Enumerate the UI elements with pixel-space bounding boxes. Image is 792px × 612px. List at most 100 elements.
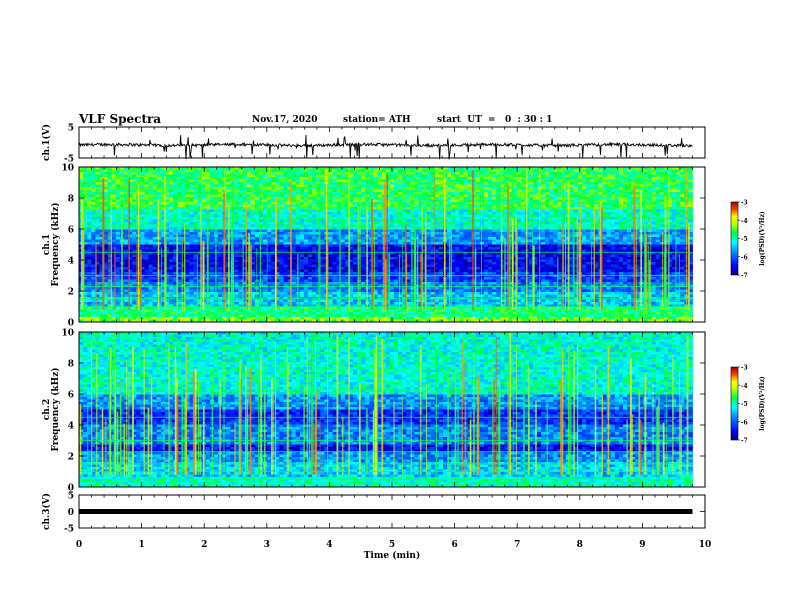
ch1-spectrogram-cell — [344, 214, 350, 218]
ch1-spectrogram-cell — [254, 194, 260, 198]
ch1-spectrogram-cell — [475, 237, 481, 240]
ch1-spectrogram-cell — [168, 247, 174, 250]
ch1-spectrogram-cell — [520, 184, 526, 188]
ch1-spectrogram-cell — [594, 239, 599, 243]
ch1-spectrogram-cell — [361, 174, 366, 178]
ch1-spectrogram-cell — [365, 184, 370, 188]
ch1-spectrogram-cell — [541, 189, 546, 193]
ch1-spectrogram-cell — [631, 244, 636, 248]
ch1-spectrogram-cell — [344, 209, 350, 213]
ch1-spectrogram-cell — [573, 192, 579, 195]
ch1-spectrogram-cell — [545, 174, 550, 178]
ch1-spectrogram-cell — [573, 184, 579, 188]
ch1-spectrogram-cell — [381, 247, 387, 250]
ch1-spectrogram-cell — [111, 177, 117, 180]
ch1-spectrogram-cell — [123, 232, 129, 235]
ch1-spectrogram-cell — [144, 199, 149, 203]
ch1-spectrogram-cell — [434, 184, 440, 188]
ch1-spectrogram-cell — [103, 222, 109, 225]
ch1-spectrogram-cell — [299, 184, 305, 188]
ch1-spectrogram-cell — [275, 209, 280, 213]
ch1-spectrogram-cell — [459, 232, 464, 235]
ch1-spectrogram-cell — [627, 177, 632, 180]
ch1-spectrogram-cell — [447, 212, 452, 215]
ch1-spectrogram-cell — [577, 189, 583, 193]
ch1-spectrogram-cell — [676, 239, 681, 243]
ch1-spectrogram-cell — [402, 242, 407, 245]
ch1-spectrogram-cell — [353, 212, 358, 215]
ch1-spectrogram-cell — [164, 199, 170, 203]
ch1-spectrogram-cell — [295, 232, 301, 235]
ch1-spectrogram-cell — [430, 217, 436, 220]
ch1-spectrogram-cell — [463, 179, 468, 183]
ch1-spectrogram-cell — [123, 184, 129, 188]
ch1-spectrogram-cell — [340, 169, 346, 173]
ch1-spectrogram-cell — [258, 244, 264, 248]
ch1-spectrogram-cell — [451, 187, 456, 190]
ch1-spectrogram-cell — [651, 169, 657, 173]
ch1-spectrogram-cell — [672, 187, 677, 190]
ch1-spectrogram-cell — [381, 232, 387, 235]
ch1-spectrogram-cell — [512, 227, 518, 230]
ch1-spectrogram-cell — [610, 174, 616, 178]
ch1-spectrogram-cell — [197, 214, 203, 218]
ch1-spectrogram-cell — [103, 177, 109, 180]
ch1-spectrogram-cell — [123, 222, 129, 225]
ch1-spectrogram-cell — [348, 204, 354, 208]
ch1-spectrogram-cell — [508, 184, 513, 188]
ch1-spectrogram-cell — [672, 222, 677, 225]
ch1-spectrogram-cell — [557, 187, 562, 190]
ch1-spectrogram-cell — [541, 214, 546, 218]
ch1-spectrogram-cell — [451, 194, 456, 198]
ch1-spectrogram-cell — [242, 194, 248, 198]
ch1-spectrogram-cell — [434, 172, 440, 175]
ch1-spectrogram-cell — [234, 239, 239, 243]
ch1-spectrogram-cell — [430, 209, 436, 213]
ch1-spectrogram-cell — [144, 202, 149, 205]
ch1-spectrogram-cell — [128, 222, 133, 225]
ch1-spectrogram-cell — [684, 167, 689, 170]
ch1-spectrogram-cell — [234, 179, 239, 183]
ch1-spectrogram-cell — [492, 217, 497, 220]
ch1-spectrogram-cell — [332, 169, 338, 173]
ch1-spectrogram-cell — [500, 229, 505, 233]
ch1-spectrogram-cell — [414, 184, 419, 188]
ch1-spectrogram-cell — [185, 227, 190, 230]
ch1-spectrogram-cell — [242, 239, 248, 243]
ch1-spectrogram-cell — [614, 204, 620, 208]
ch1-spectrogram-cell — [83, 194, 88, 198]
ch1-spectrogram-cell — [197, 204, 203, 208]
ch1-spectrogram-cell — [434, 209, 440, 213]
ch1-spectrogram-cell — [152, 202, 158, 205]
ch1-spectrogram-cell — [402, 204, 407, 208]
ch1-spectrogram-cell — [320, 214, 325, 218]
ch1-spectrogram-cell — [377, 237, 383, 240]
ch1-spectrogram-cell — [688, 239, 693, 243]
ch1-spectrogram-cell — [651, 214, 657, 218]
ch1-spectrogram-cell — [111, 229, 117, 233]
ch1-spectrogram-cell — [438, 169, 444, 173]
ch1-spectrogram-cell — [504, 199, 509, 203]
ch1-spectrogram-cell — [635, 229, 640, 233]
ch1-spectrogram-cell — [463, 174, 468, 178]
ch1-spectrogram-cell — [520, 229, 526, 233]
ch1-spectrogram-cell — [201, 174, 207, 178]
ch1-spectrogram-cell — [238, 227, 243, 230]
ch1-spectrogram-cell — [406, 222, 411, 225]
ch1-spectrogram-cell — [549, 174, 554, 178]
ch1-spectrogram-cell — [467, 187, 473, 190]
ch1-spectrogram-cell — [406, 184, 411, 188]
ch1-spectrogram-cell — [602, 232, 607, 235]
ch1-spectrogram-cell — [295, 179, 301, 183]
ch1-spectrogram-cell — [471, 177, 477, 180]
ch1-spectrogram-cell — [389, 172, 395, 175]
ch1-spectrogram-cell — [91, 207, 96, 210]
ch1-spectrogram-cell — [606, 234, 612, 238]
ch1-spectrogram-cell — [353, 202, 358, 205]
ch1-spectrogram-cell — [258, 192, 264, 195]
ch1-spectrogram-cell — [115, 209, 121, 213]
ch1-spectrogram-cell — [189, 177, 194, 180]
ch1-spectrogram-cell — [168, 239, 174, 243]
ch1-spectrogram-cell — [586, 169, 591, 173]
ch1-spectrogram-cell — [320, 189, 325, 193]
